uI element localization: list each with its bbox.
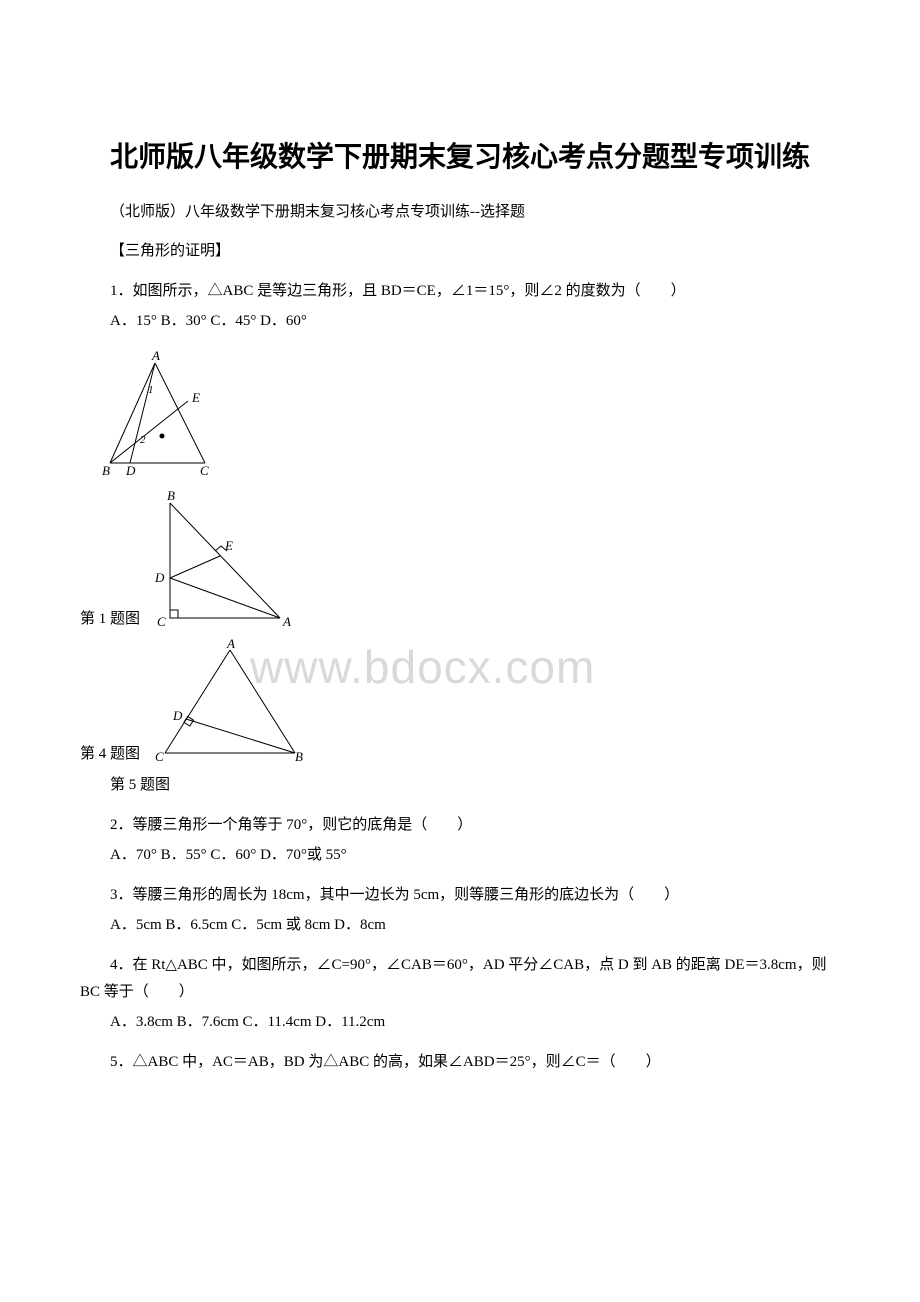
figure-4-container: 第 1 题图 B C A D E [80, 488, 840, 628]
fig5-label-A: A [226, 638, 235, 651]
fig4-label-D: D [154, 570, 165, 585]
question-1-options: A．15° B．30° C．45° D．60° [80, 309, 840, 330]
page-title: 北师版八年级数学下册期末复习核心考点分题型专项训练 [80, 135, 840, 175]
question-3-text: 3．等腰三角形的周长为 18cm，其中一边长为 5cm，则等腰三角形的底边长为（… [80, 882, 840, 909]
fig1-label-1: 1 [148, 384, 154, 396]
question-2-text: 2．等腰三角形一个角等于 70°，则它的底角是（ ） [80, 812, 840, 839]
figure-5-label: 第 5 题图 [80, 773, 840, 794]
figure-5-svg: A C B D [145, 638, 315, 763]
question-4-options: A．3.8cm B．7.6cm C．11.4cm D．11.2cm [80, 1010, 840, 1031]
fig4-label-B: B [167, 488, 175, 503]
section-header: 【三角形的证明】 [80, 239, 840, 260]
question-1-text: 1．如图所示，△ABC 是等边三角形，且 BD＝CE，∠1＝15°，则∠2 的度… [80, 278, 840, 305]
figure-1-label: 第 1 题图 [80, 607, 140, 628]
figure-5-container: 第 4 题图 A C B D [80, 638, 840, 763]
fig1-label-E: E [191, 390, 200, 405]
question-5-text: 5．△ABC 中，AC＝AB，BD 为△ABC 的高，如果∠ABD＝25°，则∠… [80, 1049, 840, 1076]
fig4-label-E: E [224, 538, 233, 553]
fig1-label-D: D [125, 463, 136, 478]
question-3-options: A．5cm B．6.5cm C．5cm 或 8cm D．8cm [80, 913, 840, 934]
fig1-label-A: A [151, 348, 160, 363]
fig5-label-B: B [295, 749, 303, 763]
question-2-options: A．70° B．55° C．60° D．70°或 55° [80, 843, 840, 864]
fig1-label-C: C [200, 463, 209, 478]
figure-1-svg: A B C D E 1 2 [80, 348, 230, 478]
fig5-label-D: D [172, 708, 183, 723]
figure-1-container: A B C D E 1 2 [80, 348, 840, 478]
figure-4-label: 第 4 题图 [80, 742, 140, 763]
fig4-label-A: A [282, 614, 291, 628]
fig1-label-2: 2 [140, 434, 146, 446]
subtitle-text: （北师版）八年级数学下册期末复习核心考点专项训练--选择题 [80, 200, 840, 221]
question-4-text: 4．在 Rt△ABC 中，如图所示，∠C=90°，∠CAB＝60°，AD 平分∠… [80, 952, 840, 1006]
fig4-label-C: C [157, 614, 166, 628]
fig1-label-B: B [102, 463, 110, 478]
figure-4-svg: B C A D E [145, 488, 305, 628]
fig5-label-C: C [155, 749, 164, 763]
